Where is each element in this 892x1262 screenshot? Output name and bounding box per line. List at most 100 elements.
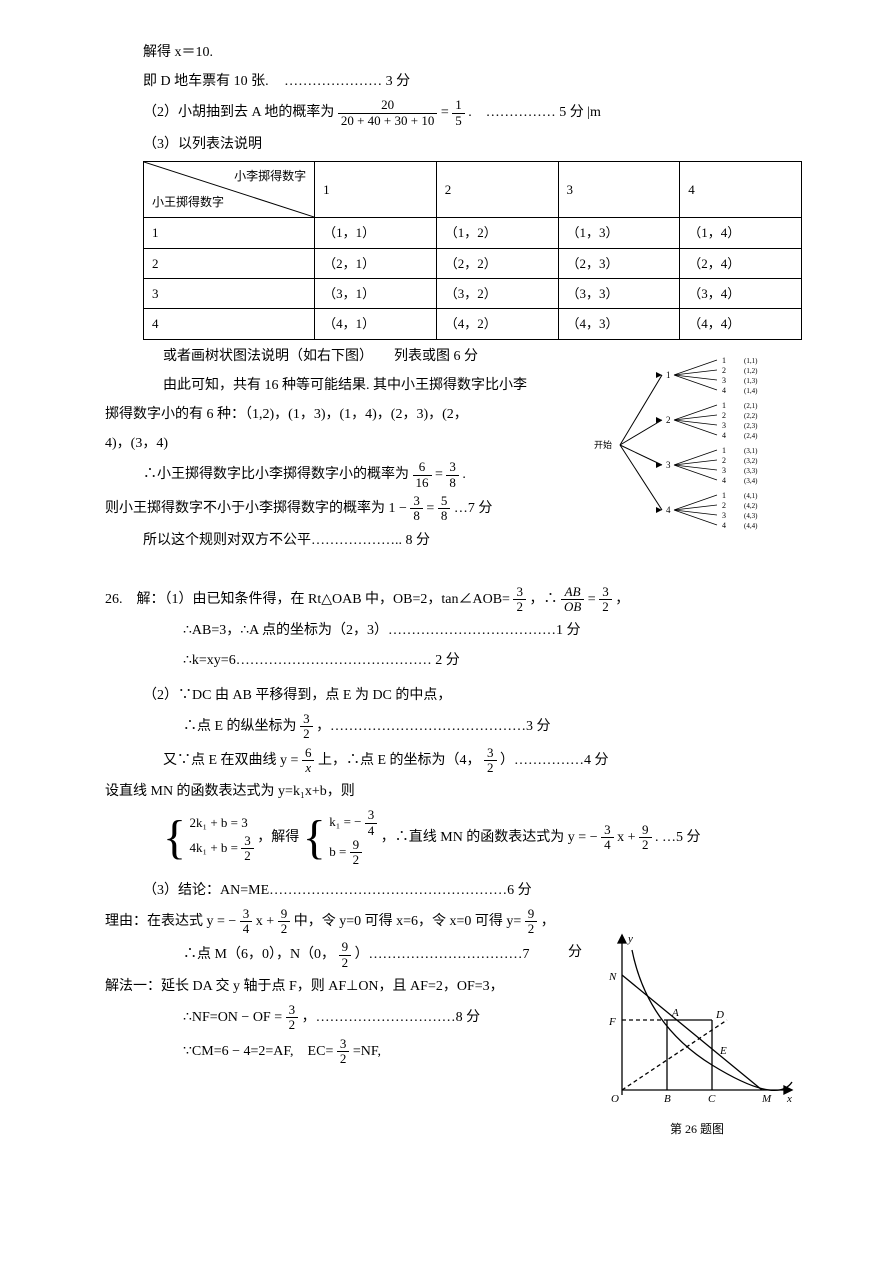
- svg-text:4: 4: [666, 505, 671, 515]
- svg-text:3: 3: [722, 421, 726, 430]
- txt: 上，∴点 E 的坐标为（4，: [318, 753, 481, 768]
- svg-text:4: 4: [722, 521, 726, 530]
- svg-text:2: 2: [722, 411, 726, 420]
- svg-text:(2,3): (2,3): [744, 422, 758, 430]
- col-head: 1: [315, 162, 437, 218]
- text-line: ∴点 E 的纵坐标为 32 ，……………………………………3 分: [105, 712, 802, 742]
- svg-text:y: y: [627, 933, 633, 945]
- fraction: 32: [337, 1037, 350, 1067]
- row-head: 2: [144, 248, 315, 278]
- fraction: ABOB: [561, 585, 584, 615]
- fraction: 58: [438, 494, 451, 524]
- txt: ，解得: [257, 830, 299, 845]
- svg-text:3: 3: [722, 511, 726, 520]
- cell: （4，4）: [680, 309, 802, 339]
- text-line: （3）结论：AN=ME……………………………………………6 分: [105, 878, 802, 903]
- svg-text:(3,3): (3,3): [744, 467, 758, 475]
- svg-text:2: 2: [722, 456, 726, 465]
- eq-block: 2k₁ + b = 3 4k₁ + b = 32: [190, 813, 254, 863]
- svg-text:(4,2): (4,2): [744, 502, 758, 510]
- text-line: ∴AB=3，∴A 点的坐标为（2，3）………………………………1 分: [105, 618, 802, 643]
- txt: ∴k=xy=6…………………………………… 2 分: [183, 653, 460, 668]
- row-head: 3: [144, 278, 315, 308]
- txt: .: [462, 467, 466, 482]
- txt: …7 分: [454, 501, 493, 516]
- txt: （3）结论：AN=ME……………………………………………6 分: [143, 883, 532, 898]
- text-line: 26. 解：（1）由已知条件得，在 Rt△OAB 中，OB=2，tan∠AOB=…: [105, 585, 802, 615]
- text-line: （3）以列表法说明: [105, 132, 802, 157]
- eq: =: [435, 467, 446, 482]
- text-line: （2）小胡抽到去 A 地的概率为 20 20 + 40 + 30 + 10 = …: [105, 98, 802, 128]
- coordinate-graph: y x N F A D E M O B C 第 26 题图: [592, 930, 802, 1140]
- text-line: 解得 x＝10.: [105, 40, 802, 65]
- text-line: 即 D 地车票有 10 张. ………………… 3 分: [105, 69, 802, 94]
- fraction: 32: [513, 585, 526, 615]
- txt: （3）以列表法说明: [143, 137, 262, 152]
- svg-text:(3,4): (3,4): [744, 477, 758, 485]
- txt: ∴小王掷得数字比小李掷得数字小的概率为: [143, 467, 409, 482]
- txt: 解法一：延长 DA 交 y 轴于点 F，则 AF⊥ON，且 AF=2，OF=3，: [105, 979, 504, 994]
- eq: =: [426, 501, 437, 516]
- txt: ∴NF=ON − OF =: [183, 1010, 286, 1025]
- cell: （1，1）: [315, 218, 437, 248]
- txt: （2）小胡抽到去 A 地的概率为: [143, 105, 334, 120]
- svg-text:N: N: [608, 971, 617, 983]
- svg-text:E: E: [719, 1045, 727, 1057]
- svg-text:3: 3: [722, 376, 726, 385]
- txt: 4)，(3，4): [105, 436, 168, 451]
- txt: 则小王掷得数字不小于小李掷得数字的概率为 1 −: [105, 501, 410, 516]
- fraction: 38: [410, 494, 423, 524]
- svg-text:(4,3): (4,3): [744, 512, 758, 520]
- fraction: 92: [639, 823, 652, 853]
- txt: 或者画树状图法说明（如右下图） 列表或图 6 分: [163, 349, 478, 364]
- svg-text:(4,1): (4,1): [744, 492, 758, 500]
- fraction: 20 20 + 40 + 30 + 10: [338, 98, 438, 128]
- cell: （4，3）: [558, 309, 680, 339]
- text-line: 又∵点 E 在双曲线 y = 6x 上，∴点 E 的坐标为（4， 32 ）…………: [105, 746, 802, 776]
- row-head: 1: [144, 218, 315, 248]
- svg-text:M: M: [761, 1093, 772, 1105]
- svg-text:1: 1: [722, 401, 726, 410]
- equation-system: { 2k₁ + b = 3 4k₁ + b = 32 ，解得 { k₁ = − …: [105, 808, 802, 867]
- svg-text:3: 3: [666, 460, 671, 470]
- txt: ，…………………………8 分: [302, 1010, 481, 1025]
- svg-text:(2,1): (2,1): [744, 402, 758, 410]
- svg-text:1: 1: [722, 356, 726, 365]
- svg-text:(1,2): (1,2): [744, 367, 758, 375]
- txt: . …5 分: [655, 830, 701, 845]
- fraction: 1 5: [452, 98, 465, 128]
- col-head: 4: [680, 162, 802, 218]
- svg-text:(1,1): (1,1): [744, 357, 758, 365]
- txt: ，: [541, 914, 555, 929]
- svg-text:1: 1: [722, 491, 726, 500]
- probability-table: 小李掷得数字 小王掷得数字 1 2 3 4 1 （1，1） （1，2） （1，3…: [143, 161, 802, 340]
- txt: x +: [256, 914, 278, 929]
- text-line: 设直线 MN 的函数表达式为 y=k₁x+b，则: [105, 779, 802, 804]
- svg-text:1: 1: [722, 446, 726, 455]
- txt: ………………… 3 分: [284, 74, 410, 89]
- eq: =: [588, 592, 599, 607]
- cell: （3，1）: [315, 278, 437, 308]
- cell: （3，3）: [558, 278, 680, 308]
- txt: （2）∵DC 由 AB 平移得到，点 E 为 DC 的中点，: [143, 688, 451, 703]
- svg-text:3: 3: [722, 466, 726, 475]
- cell: （2，3）: [558, 248, 680, 278]
- svg-text:4: 4: [722, 386, 726, 395]
- left-brace-icon: {: [303, 819, 326, 857]
- cell: （2，4）: [680, 248, 802, 278]
- svg-text:A: A: [671, 1007, 679, 1019]
- txt: ，∴直线 MN 的函数表达式为 y = −: [381, 830, 601, 845]
- txt: 解得 x＝10.: [143, 45, 213, 60]
- text-line: （2）∵DC 由 AB 平移得到，点 E 为 DC 的中点，: [105, 683, 802, 708]
- txt: 理由：在表达式 y = −: [105, 914, 240, 929]
- txt: =NF,: [353, 1044, 381, 1059]
- fraction: 92: [339, 940, 352, 970]
- cell: （1，4）: [680, 218, 802, 248]
- txt: ，∴: [529, 592, 561, 607]
- txt: ∴点 M（6，0），N（0，: [183, 947, 335, 962]
- txt: x +: [617, 830, 639, 845]
- txt: ）……………………………7: [355, 947, 530, 962]
- txt: ，……………………………………3 分: [316, 719, 551, 734]
- cell: （3，4）: [680, 278, 802, 308]
- cell: （1，3）: [558, 218, 680, 248]
